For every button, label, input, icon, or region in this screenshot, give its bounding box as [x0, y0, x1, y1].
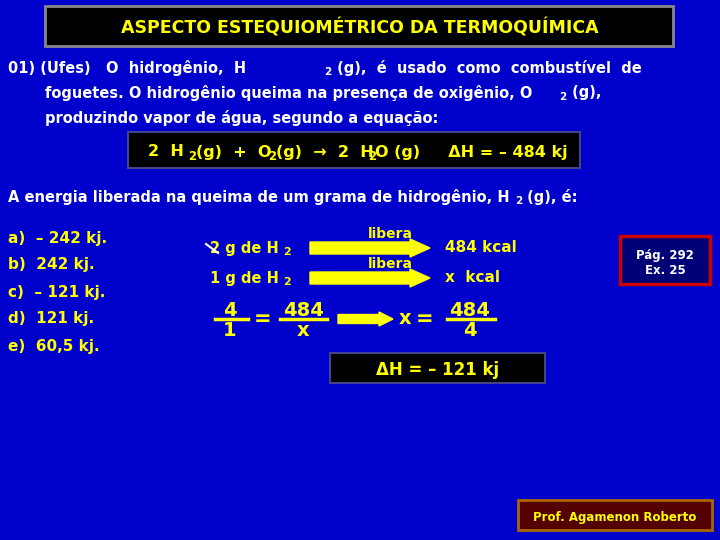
FancyArrow shape — [310, 269, 430, 287]
Text: 1 g de H: 1 g de H — [210, 271, 279, 286]
Text: libera: libera — [367, 257, 413, 271]
Text: =: = — [254, 309, 272, 329]
Bar — [330, 353, 545, 383]
Text: ASPECTO ESTEQUIOMÉTRICO DA TERMOQUÍMICA: ASPECTO ESTEQUIOMÉTRICO DA TERMOQUÍMICA — [121, 18, 599, 37]
Text: (g)  +  O: (g) + O — [196, 145, 271, 159]
Text: foguetes. O hidrogênio queima na presença de oxigênio, O: foguetes. O hidrogênio queima na presenç… — [45, 85, 532, 101]
Text: 2: 2 — [368, 150, 376, 163]
Text: 484: 484 — [282, 300, 323, 320]
Bar — [45, 6, 673, 46]
Text: a)  – 242 kj.: a) – 242 kj. — [8, 231, 107, 246]
Text: (g)  →  2  H: (g) → 2 H — [276, 145, 374, 159]
Text: (g),  é  usado  como  combustível  de: (g), é usado como combustível de — [332, 60, 642, 76]
Text: Pág. 292: Pág. 292 — [636, 248, 694, 261]
Text: 2: 2 — [283, 247, 291, 257]
Text: Ex. 25: Ex. 25 — [644, 265, 685, 278]
Text: 2  H: 2 H — [148, 145, 184, 159]
Text: 2: 2 — [283, 277, 291, 287]
Text: 2: 2 — [515, 196, 522, 206]
Text: 2: 2 — [559, 92, 566, 102]
Text: Prof. Agamenon Roberto: Prof. Agamenon Roberto — [534, 510, 697, 523]
Text: b)  242 kj.: b) 242 kj. — [8, 258, 94, 273]
Text: 2 g de H: 2 g de H — [210, 240, 279, 255]
Text: 01) (Ufes)   O  hidrogênio,  H: 01) (Ufes) O hidrogênio, H — [8, 60, 246, 76]
FancyArrow shape — [310, 239, 430, 257]
Text: x: x — [297, 321, 310, 340]
Bar — [518, 500, 712, 530]
Text: produzindo vapor de água, segundo a equação:: produzindo vapor de água, segundo a equa… — [45, 110, 438, 126]
Text: libera: libera — [367, 227, 413, 241]
Text: 2: 2 — [188, 150, 196, 163]
Text: x: x — [399, 309, 411, 328]
Text: (g),: (g), — [567, 85, 601, 100]
Text: ΔH = – 121 kj: ΔH = – 121 kj — [377, 361, 500, 379]
Text: x  kcal: x kcal — [445, 271, 500, 286]
Text: e)  60,5 kj.: e) 60,5 kj. — [8, 339, 99, 354]
Bar — [620, 236, 710, 284]
Text: 484: 484 — [449, 300, 490, 320]
Text: 2: 2 — [324, 67, 331, 77]
Text: d)  121 kj.: d) 121 kj. — [8, 312, 94, 327]
Bar — [128, 132, 580, 168]
Text: =: = — [416, 309, 434, 329]
Text: O (g)     ΔH = – 484 kj: O (g) ΔH = – 484 kj — [375, 145, 567, 159]
FancyArrow shape — [338, 312, 393, 326]
Text: 2: 2 — [268, 150, 276, 163]
Text: 4: 4 — [463, 321, 477, 340]
Text: 1: 1 — [223, 321, 237, 340]
Text: c)  – 121 kj.: c) – 121 kj. — [8, 285, 105, 300]
Text: 4: 4 — [223, 300, 237, 320]
Text: 484 kcal: 484 kcal — [445, 240, 517, 255]
Text: A energia liberada na queima de um grama de hidrogênio, H: A energia liberada na queima de um grama… — [8, 189, 510, 205]
Text: (g), é:: (g), é: — [522, 189, 577, 205]
